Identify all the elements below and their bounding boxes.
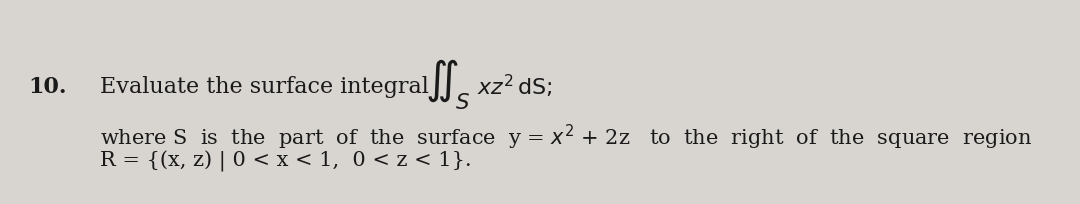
Text: R = {(x, z) | 0 < x < 1,  0 < z < 1}.: R = {(x, z) | 0 < x < 1, 0 < z < 1}.	[100, 150, 472, 171]
Text: $xz^2\,\mathrm{dS;}$: $xz^2\,\mathrm{dS;}$	[477, 73, 553, 100]
Text: 10.: 10.	[28, 76, 67, 98]
Text: Evaluate the surface integral: Evaluate the surface integral	[100, 76, 429, 98]
Text: where S  is  the  part  of  the  surface  y = $x^2$ + 2z   to  the  right  of  t: where S is the part of the surface y = $…	[100, 122, 1032, 151]
Text: $\iint_{\!S}$: $\iint_{\!S}$	[426, 57, 471, 112]
